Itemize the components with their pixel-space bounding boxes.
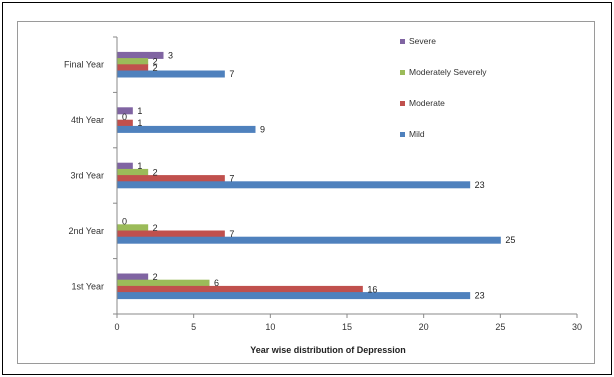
data-label: 0 bbox=[122, 112, 127, 122]
bar bbox=[117, 119, 133, 127]
data-label: 1 bbox=[137, 161, 142, 171]
bar bbox=[117, 279, 210, 287]
legend-label: Moderately Severely bbox=[409, 67, 487, 77]
category-labels-group: 1st Year 2nd Year 3rd Year 4th Year Final Ye… bbox=[64, 60, 104, 292]
x-axis-title: Year wise distribution of Depression bbox=[250, 345, 406, 355]
legend-swatch bbox=[400, 132, 405, 137]
bar bbox=[117, 230, 225, 238]
bar bbox=[117, 224, 149, 232]
data-label: 1 bbox=[137, 118, 142, 128]
data-label: 6 bbox=[214, 278, 219, 288]
x-tick-label: 30 bbox=[572, 322, 582, 332]
data-label: 9 bbox=[260, 124, 265, 134]
data-label: 16 bbox=[367, 284, 377, 294]
data-label: 2 bbox=[153, 272, 158, 282]
x-tick-label: 25 bbox=[495, 322, 505, 332]
bar bbox=[117, 292, 471, 300]
data-label: 2 bbox=[153, 57, 158, 67]
data-label: 7 bbox=[229, 69, 234, 79]
bars-group bbox=[117, 51, 501, 300]
chart-area bbox=[17, 21, 595, 364]
bar bbox=[117, 125, 256, 133]
x-tick-label: 20 bbox=[419, 322, 429, 332]
category-label: 4th Year bbox=[71, 115, 104, 125]
legend-label: Moderate bbox=[409, 98, 445, 108]
bar bbox=[117, 64, 149, 72]
data-label: 3 bbox=[168, 50, 173, 60]
category-label: 2nd Year bbox=[68, 226, 104, 236]
data-label: 25 bbox=[505, 235, 515, 245]
legend-swatch bbox=[400, 101, 405, 106]
bar bbox=[117, 51, 164, 59]
bar bbox=[117, 181, 471, 189]
data-label: 0 bbox=[122, 217, 127, 227]
legend-swatch bbox=[400, 39, 405, 44]
bar bbox=[117, 236, 501, 244]
data-label: 7 bbox=[229, 229, 234, 239]
legend-swatch bbox=[400, 70, 405, 75]
bar bbox=[117, 70, 225, 78]
x-axis: 0 5 10 15 20 25 30 bbox=[113, 36, 582, 332]
bar bbox=[117, 168, 149, 176]
bar bbox=[117, 273, 149, 281]
x-tick-label: 0 bbox=[114, 322, 119, 332]
category-label: 1st Year bbox=[71, 281, 104, 291]
bar bbox=[117, 175, 225, 183]
bar bbox=[117, 285, 363, 293]
x-tick-label: 15 bbox=[342, 322, 352, 332]
category-label: 3rd Year bbox=[70, 171, 104, 181]
data-label: 1 bbox=[137, 106, 142, 116]
data-label: 2 bbox=[153, 223, 158, 233]
category-label: Final Year bbox=[64, 60, 104, 70]
bar bbox=[117, 58, 149, 66]
data-label: 7 bbox=[229, 174, 234, 184]
data-label: 2 bbox=[153, 167, 158, 177]
data-label: 23 bbox=[475, 180, 485, 190]
x-tick-label: 5 bbox=[191, 322, 196, 332]
legend-label: Severe bbox=[409, 36, 436, 46]
legend-label: Mild bbox=[409, 129, 425, 139]
data-label: 2 bbox=[153, 63, 158, 73]
data-label: 23 bbox=[475, 291, 485, 301]
bar bbox=[117, 162, 133, 170]
x-tick-label: 10 bbox=[265, 322, 275, 332]
bar bbox=[117, 107, 133, 115]
legend: Severe Moderately Severely Moderate Mild bbox=[400, 36, 487, 139]
